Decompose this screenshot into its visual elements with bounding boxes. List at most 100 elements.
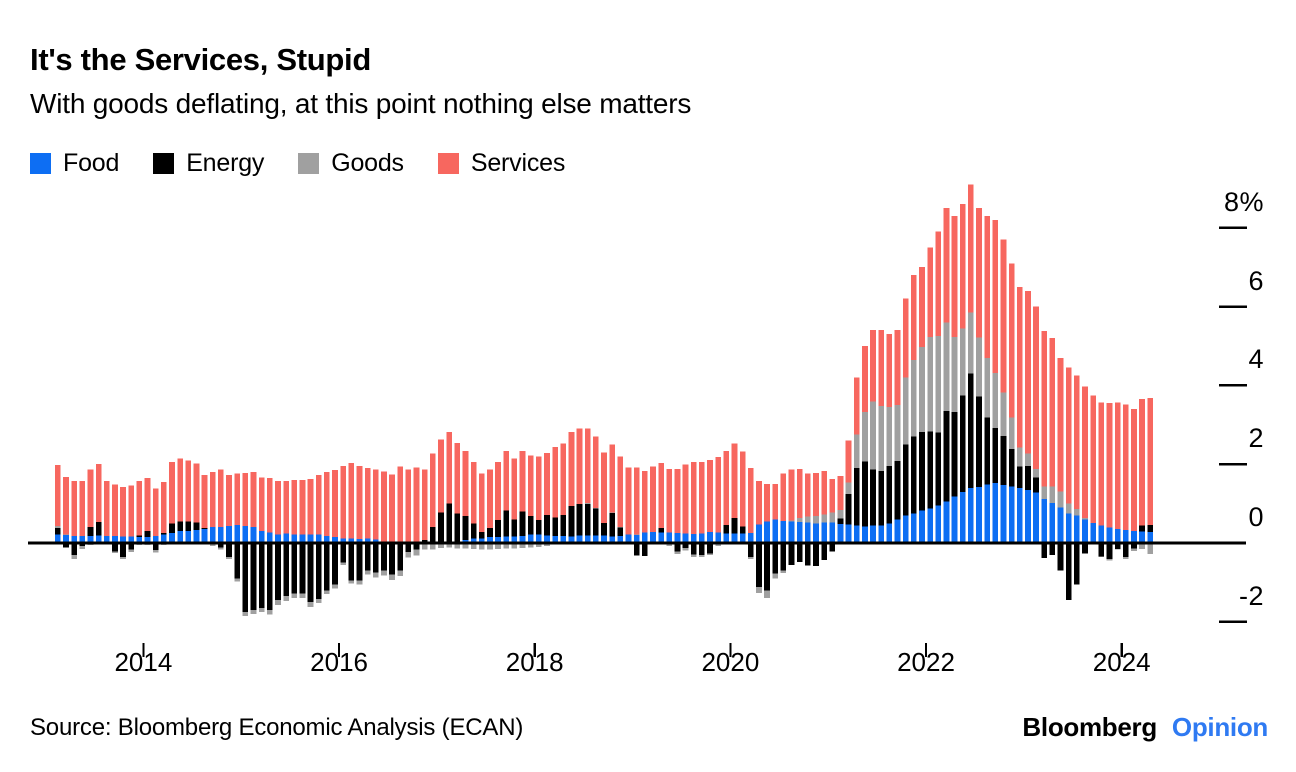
bar-segment-food <box>470 538 477 543</box>
bar-segment-services <box>1008 263 1015 418</box>
bar-segment-services <box>389 474 395 543</box>
bar-segment-services <box>870 330 876 402</box>
bar-segment-services <box>552 446 558 518</box>
bar-segment-goods <box>650 544 656 545</box>
bar-segment-energy <box>364 543 371 571</box>
bar-segment-services <box>910 275 917 360</box>
bar-segment-services <box>764 483 770 522</box>
bar-segment-energy <box>87 526 94 536</box>
bar-segment-food <box>894 519 901 543</box>
bar-segment-goods <box>813 516 819 524</box>
bar-segment-food <box>258 530 265 543</box>
bar-segment-goods <box>878 405 885 471</box>
bar-segment-energy <box>951 411 958 497</box>
bar-segment-services <box>209 472 216 528</box>
bar-segment-energy <box>829 543 836 552</box>
bar-segment-food <box>527 534 534 543</box>
bar-segment-energy <box>747 543 754 558</box>
bar-segment-food <box>780 520 787 543</box>
x-axis-label-2022: 2022 <box>897 647 955 677</box>
bar-segment-food <box>291 534 298 543</box>
bar-segment-food <box>609 536 616 543</box>
bar-segment-goods <box>968 312 974 374</box>
bar-segment-energy <box>389 543 395 575</box>
bar-segment-goods <box>446 543 452 548</box>
bar-segment-food <box>535 534 542 543</box>
energy-color-swatch-icon <box>153 153 175 174</box>
bar-segment-services <box>397 466 404 543</box>
bar-segment-food <box>959 491 966 543</box>
y-axis-label-8pct: 8% <box>1223 186 1264 217</box>
bar-segment-services <box>527 455 534 517</box>
bar-segment-goods <box>381 570 387 576</box>
bar-segment-energy <box>266 543 273 610</box>
bar-segment-services <box>258 477 265 531</box>
bar-segment-energy <box>943 411 950 502</box>
bar-segment-energy <box>487 528 493 538</box>
bar-segment-services <box>796 468 803 519</box>
bar-segment-services <box>120 487 126 537</box>
bar-segment-goods <box>397 570 404 577</box>
bar-segment-energy <box>1074 543 1080 585</box>
bar-segment-goods <box>487 543 493 550</box>
bar-segment-services <box>943 208 950 323</box>
bar-segment-food <box>902 515 909 543</box>
bar-segment-food <box>584 535 591 543</box>
bar-segment-energy <box>160 533 167 535</box>
bar-segment-food <box>772 519 779 543</box>
bar-segment-goods <box>593 507 599 509</box>
bar-segment-food <box>666 532 673 543</box>
bar-segment-energy <box>291 543 298 594</box>
bar-segment-services <box>356 466 363 540</box>
bar-segment-services <box>511 458 518 520</box>
bar-segment-energy <box>780 543 787 571</box>
bar-segment-energy <box>674 543 681 552</box>
bloomberg-opinion-logo: Bloomberg Opinion <box>1022 712 1268 743</box>
bar-segment-energy <box>1098 543 1105 557</box>
bar-segment-energy <box>756 543 762 588</box>
x-axis-label-2014: 2014 <box>114 647 173 677</box>
bar-segment-services <box>1041 331 1048 487</box>
bar-segment-services <box>829 479 836 513</box>
legend-label-services: Services <box>470 149 566 177</box>
bar-segment-goods <box>674 551 681 555</box>
bar-segment-energy <box>307 543 314 603</box>
bar-segment-energy <box>201 528 208 530</box>
bar-segment-services <box>1049 338 1056 487</box>
bar-segment-goods <box>544 543 550 547</box>
bloomberg-wordmark: Bloomberg <box>1022 712 1157 742</box>
bar-segment-energy <box>584 503 591 536</box>
bar-segment-food <box>804 522 811 543</box>
bar-segment-energy <box>935 432 942 506</box>
bar-segment-energy <box>71 543 77 556</box>
bar-segment-food <box>829 522 836 543</box>
bar-segment-food <box>1025 489 1031 543</box>
bar-segment-food <box>650 531 656 543</box>
bar-segment-energy <box>324 543 330 591</box>
bar-segment-food <box>1057 507 1064 543</box>
bar-segment-energy <box>250 543 257 610</box>
bar-segment-energy <box>690 543 697 555</box>
bar-segment-food <box>462 540 469 543</box>
bar-segment-goods <box>788 520 795 522</box>
bar-segment-energy <box>813 543 819 566</box>
bar-segment-services <box>959 204 966 329</box>
bar-segment-energy <box>152 543 159 551</box>
bar-segment-services <box>731 443 738 518</box>
bar-segment-services <box>650 466 656 532</box>
bar-segment-services <box>193 463 200 523</box>
bar-segment-energy <box>144 531 151 538</box>
bar-segment-food <box>625 534 632 543</box>
bar-segment-goods <box>234 578 241 582</box>
bar-segment-energy <box>617 527 624 536</box>
bar-segment-services <box>112 484 118 536</box>
bar-segment-energy <box>552 517 558 536</box>
bar-segment-services <box>405 469 412 543</box>
bar-segment-services <box>951 215 958 337</box>
bar-segment-services <box>299 479 306 535</box>
bar-segment-goods <box>242 611 249 616</box>
bar-segment-energy <box>821 543 827 560</box>
bar-segment-services <box>690 462 697 534</box>
bar-segment-goods <box>413 549 420 556</box>
bar-segment-food <box>209 527 216 543</box>
